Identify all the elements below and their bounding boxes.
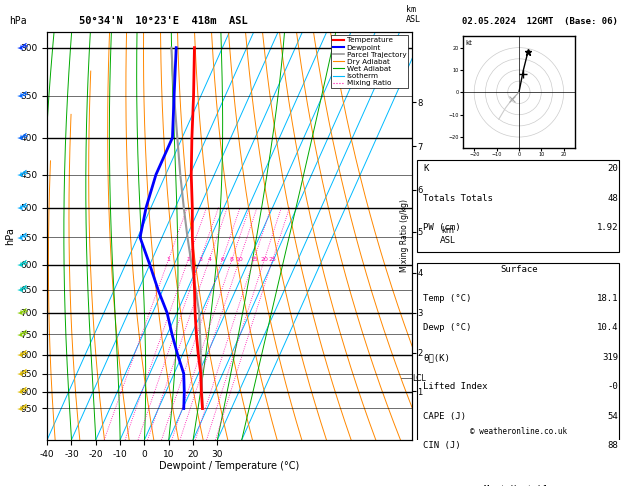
- Text: Totals Totals: Totals Totals: [423, 193, 493, 203]
- Text: LCL: LCL: [412, 374, 426, 382]
- Text: K: K: [423, 164, 429, 174]
- Text: ➤: ➤: [13, 169, 25, 180]
- Text: ➤: ➤: [13, 202, 25, 213]
- Text: ➤: ➤: [13, 368, 25, 380]
- Text: Lifted Index: Lifted Index: [423, 382, 488, 391]
- Text: Most Unstable: Most Unstable: [484, 485, 554, 486]
- Y-axis label: hPa: hPa: [4, 227, 14, 244]
- Text: PW (cm): PW (cm): [423, 223, 461, 232]
- Text: Mixing Ratio (g/kg): Mixing Ratio (g/kg): [400, 199, 409, 272]
- Bar: [417, 160, 618, 252]
- Text: ➤: ➤: [13, 349, 25, 360]
- Text: 319: 319: [603, 353, 618, 362]
- Text: kt: kt: [465, 40, 472, 46]
- Text: -0: -0: [608, 382, 618, 391]
- Text: CIN (J): CIN (J): [423, 441, 461, 450]
- Bar: [417, 262, 618, 472]
- Text: 3: 3: [198, 257, 203, 262]
- Text: CAPE (J): CAPE (J): [423, 412, 467, 421]
- Text: ➤: ➤: [13, 403, 25, 414]
- Text: 18.1: 18.1: [597, 294, 618, 303]
- Text: 4: 4: [208, 257, 211, 262]
- Text: 54: 54: [608, 412, 618, 421]
- X-axis label: Dewpoint / Temperature (°C): Dewpoint / Temperature (°C): [160, 461, 299, 471]
- Text: Surface: Surface: [500, 265, 538, 274]
- Legend: Temperature, Dewpoint, Parcel Trajectory, Dry Adiabat, Wet Adiabat, Isotherm, Mi: Temperature, Dewpoint, Parcel Trajectory…: [331, 35, 408, 88]
- Text: Temp (°C): Temp (°C): [423, 294, 472, 303]
- Text: ➤: ➤: [13, 284, 25, 295]
- Text: ➤: ➤: [13, 232, 25, 243]
- Text: Dewp (°C): Dewp (°C): [423, 324, 472, 332]
- Text: 1.92: 1.92: [597, 223, 618, 232]
- Text: 10: 10: [236, 257, 243, 262]
- Text: ➤: ➤: [13, 132, 25, 143]
- Text: ➤: ➤: [13, 329, 25, 340]
- Text: 02.05.2024  12GMT  (Base: 06): 02.05.2024 12GMT (Base: 06): [462, 17, 618, 26]
- Text: ➤: ➤: [13, 386, 25, 397]
- Text: ➤: ➤: [13, 259, 25, 270]
- Text: 2: 2: [186, 257, 190, 262]
- Text: © weatheronline.co.uk: © weatheronline.co.uk: [470, 427, 567, 436]
- Text: 8: 8: [230, 257, 234, 262]
- Text: ➤: ➤: [13, 307, 25, 318]
- Text: km
ASL: km ASL: [406, 5, 421, 24]
- Text: ➤: ➤: [13, 42, 25, 53]
- Text: 6: 6: [220, 257, 225, 262]
- Text: 20: 20: [260, 257, 269, 262]
- Y-axis label: km
ASL: km ASL: [440, 226, 456, 245]
- Text: 15: 15: [250, 257, 258, 262]
- Text: 20: 20: [608, 164, 618, 174]
- Text: 10.4: 10.4: [597, 324, 618, 332]
- Bar: [417, 483, 618, 486]
- Text: 48: 48: [608, 193, 618, 203]
- Text: ➤: ➤: [13, 90, 25, 102]
- Text: 25: 25: [269, 257, 277, 262]
- Text: θᴇ(K): θᴇ(K): [423, 353, 450, 362]
- Text: hPa: hPa: [9, 17, 27, 26]
- Text: 88: 88: [608, 441, 618, 450]
- Text: 50°34'N  10°23'E  418m  ASL: 50°34'N 10°23'E 418m ASL: [79, 17, 247, 26]
- Text: 1: 1: [167, 257, 170, 262]
